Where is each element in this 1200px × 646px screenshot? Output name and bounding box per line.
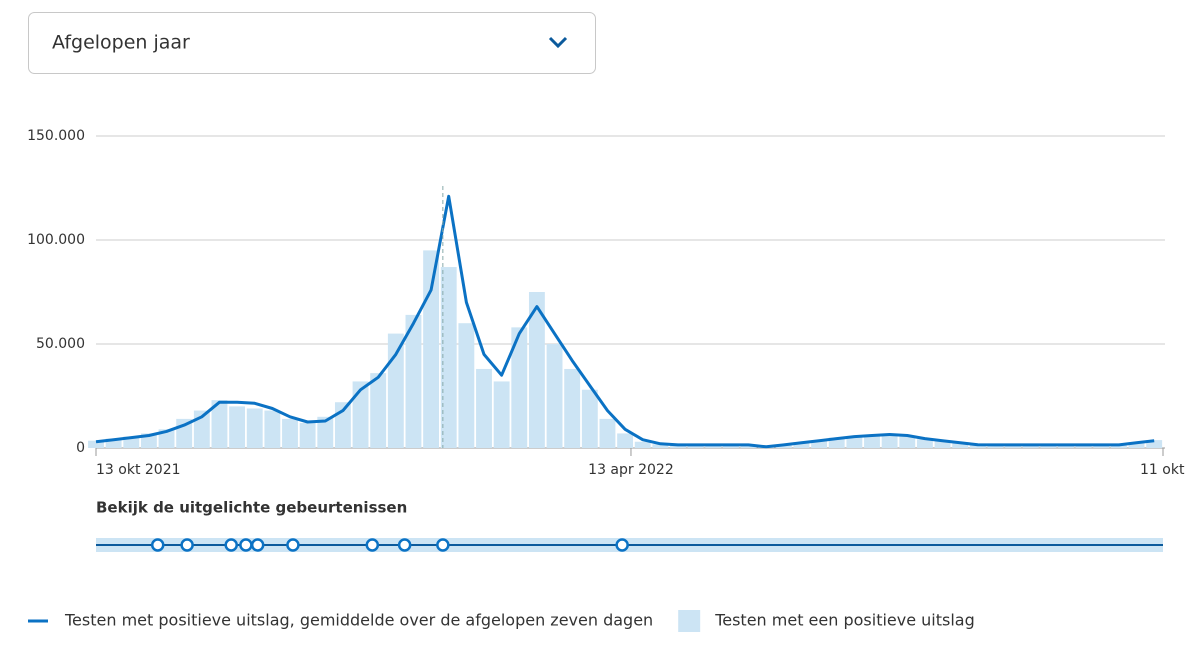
y-tick-label: 100.000 (27, 232, 85, 248)
event-marker[interactable] (436, 538, 450, 552)
bar (1040, 445, 1057, 448)
x-tick-label: 13 apr 2022 (588, 462, 674, 478)
y-tick-label: 50.000 (36, 336, 85, 352)
events-title: Bekijk de uitgelichte gebeurtenissen (96, 499, 407, 517)
bar (1005, 444, 1022, 448)
legend: Testen met positieve uitslag, gemiddelde… (28, 610, 975, 632)
bar (828, 437, 845, 448)
bar (1075, 444, 1092, 448)
event-marker[interactable] (250, 538, 265, 552)
bar (617, 433, 634, 448)
bar (793, 442, 810, 448)
bar (811, 440, 828, 448)
bar (969, 444, 986, 448)
x-tick-label: 13 okt 2021 (96, 462, 181, 478)
bar (352, 381, 369, 448)
bar (546, 344, 563, 448)
plot-area: 0 50.000 100.000 150.000 13 okt 2021 13 apr 2… (27, 128, 1185, 478)
bar (634, 441, 651, 448)
bar (387, 333, 404, 448)
y-tick-label: 0 (76, 440, 85, 456)
bar (264, 410, 281, 448)
bar (299, 423, 316, 448)
events (150, 538, 629, 552)
bar (899, 436, 916, 448)
bar (458, 323, 475, 448)
bar (1128, 442, 1145, 448)
bar (211, 400, 228, 448)
bar (317, 416, 334, 448)
bar (282, 418, 298, 448)
bar (687, 444, 704, 448)
y-tick-label: 150.000 (27, 128, 85, 144)
bar (493, 381, 510, 448)
bar (158, 429, 175, 448)
bar (846, 435, 863, 448)
bar (864, 435, 880, 448)
bar (246, 408, 263, 448)
bar (881, 433, 898, 448)
event-marker[interactable] (180, 538, 194, 552)
bar (1146, 440, 1163, 448)
bar (105, 438, 122, 448)
event-marker[interactable] (286, 538, 300, 552)
bar (511, 327, 528, 448)
event-marker[interactable] (397, 538, 412, 552)
bar (670, 445, 686, 448)
event-marker[interactable] (150, 538, 165, 552)
bar (423, 250, 440, 448)
bar (705, 445, 722, 448)
bar (123, 436, 140, 448)
event-marker[interactable] (365, 538, 380, 552)
line (95, 194, 1155, 449)
bar (599, 418, 616, 448)
event-marker[interactable] (239, 538, 253, 552)
legend-label: Testen met positieve uitslag, gemiddelde… (64, 611, 653, 630)
bar (528, 292, 545, 448)
bar (476, 368, 492, 448)
bar (1058, 444, 1074, 448)
event-marker[interactable] (224, 538, 238, 552)
bar (440, 267, 457, 448)
dropdown-chevron (548, 36, 568, 49)
legend-label: Testen met een positieve uitslag (714, 611, 975, 630)
bar (581, 389, 598, 448)
legend-swatch (678, 610, 701, 632)
x-tick-label: 11 okt (1140, 462, 1185, 478)
bar (564, 368, 581, 448)
bar (1110, 444, 1127, 448)
bar (229, 406, 246, 448)
bar (934, 441, 951, 448)
dropdown[interactable] (28, 12, 596, 74)
bar (952, 443, 969, 448)
bar (88, 440, 104, 448)
bar (652, 444, 669, 448)
event-marker[interactable] (615, 538, 629, 552)
bar (722, 445, 739, 448)
bar (1093, 445, 1110, 448)
bar (987, 445, 1004, 448)
bar (370, 373, 387, 448)
bar (1022, 444, 1039, 448)
bar (916, 439, 933, 448)
bar (740, 445, 757, 448)
dropdown-label: Afgelopen jaar (52, 32, 190, 54)
bar (405, 314, 422, 448)
